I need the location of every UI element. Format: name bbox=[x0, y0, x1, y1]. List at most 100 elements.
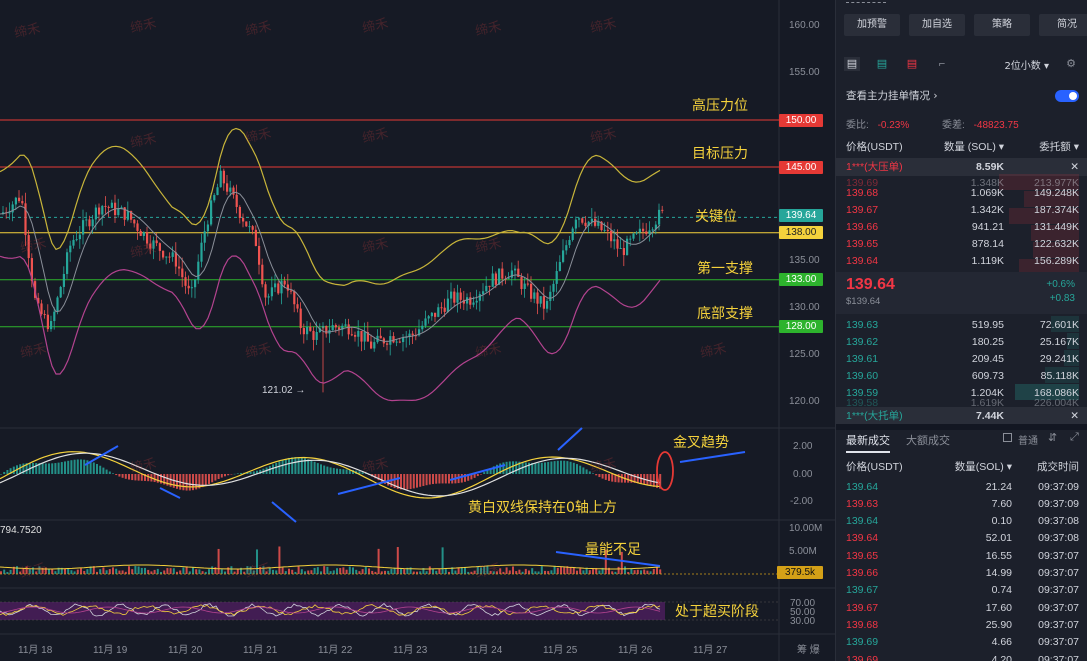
macd-bar bbox=[35, 462, 38, 474]
candle-body bbox=[552, 283, 555, 292]
macd-bar bbox=[553, 461, 556, 474]
candle-body bbox=[62, 273, 65, 287]
trades-header-qty[interactable]: 数量(SOL) ▾ bbox=[954, 461, 1012, 473]
bid-price: 139.60 bbox=[846, 369, 879, 382]
candle-body bbox=[72, 239, 75, 246]
orderbook-trades-icon[interactable]: ⌐ bbox=[938, 58, 946, 70]
main-orders-toggle[interactable] bbox=[1055, 90, 1079, 102]
volume-bar bbox=[403, 569, 406, 574]
ask-row[interactable]: 139.65 878.14 122.632K bbox=[846, 235, 1079, 252]
candle-body bbox=[235, 194, 238, 207]
volume-bar bbox=[656, 567, 658, 574]
add-alert-button[interactable]: 加预警 bbox=[844, 14, 900, 36]
bid-qty: 180.25 bbox=[971, 335, 1004, 348]
macd-bar bbox=[44, 463, 47, 474]
volume-bar bbox=[361, 569, 364, 574]
add-watchlist-button[interactable]: 加自选 bbox=[909, 14, 965, 36]
rsi-axis-tick: 50.00 bbox=[790, 607, 816, 618]
candle-body bbox=[110, 202, 113, 208]
macd-bar bbox=[76, 459, 79, 474]
macd-bar bbox=[400, 474, 402, 490]
macd-bar bbox=[380, 474, 383, 483]
settings-gear-icon[interactable]: ⚙ bbox=[1066, 58, 1076, 70]
volume-bar bbox=[80, 568, 82, 574]
candle-body bbox=[517, 268, 520, 277]
volume-bar bbox=[201, 571, 204, 574]
orderbook-both-icon[interactable]: ▤ bbox=[844, 57, 860, 71]
volume-bar bbox=[614, 571, 617, 574]
overview-button[interactable]: 简况 bbox=[1039, 14, 1087, 36]
orderbook-asks-icon[interactable]: ▤ bbox=[906, 58, 918, 70]
close-icon[interactable]: ✕ bbox=[1070, 409, 1079, 422]
close-icon[interactable]: ✕ bbox=[1070, 160, 1079, 173]
bid-row[interactable]: 139.60 609.73 85.118K bbox=[846, 367, 1079, 384]
bid-row[interactable]: 139.59 1.204K 168.086K bbox=[846, 384, 1079, 401]
normal-checkbox[interactable] bbox=[1003, 433, 1012, 442]
filter-icon[interactable]: ⇵ bbox=[1048, 432, 1058, 444]
volume-bar bbox=[115, 568, 118, 574]
macd-bar bbox=[444, 474, 447, 484]
candle-body bbox=[482, 291, 485, 295]
tab-latest-trades[interactable]: 最新成交 bbox=[846, 432, 890, 453]
trade-time: 09:37:09 bbox=[1038, 497, 1079, 510]
tab-large-trades[interactable]: 大额成交 bbox=[906, 434, 950, 447]
bid-row[interactable]: 139.58 1.619K 226.004K bbox=[846, 398, 1079, 408]
ask-row[interactable]: 139.69 1.348K 213.977K bbox=[846, 174, 1079, 191]
main-orders-link[interactable]: 查看主力挂单情况 › bbox=[846, 90, 938, 102]
candle-body bbox=[629, 238, 632, 240]
header-qty[interactable]: 数量 (SOL) ▾ bbox=[943, 141, 1004, 153]
candle-body bbox=[309, 326, 312, 331]
annotation-target-resistance: 目标压力 bbox=[692, 146, 748, 162]
volume-bar bbox=[540, 566, 543, 574]
big-bid-row[interactable] bbox=[836, 407, 1087, 424]
bid-row[interactable]: 139.62 180.25 25.167K bbox=[846, 333, 1079, 350]
macd-bar bbox=[652, 474, 655, 487]
candle-body bbox=[434, 312, 437, 317]
ask-row[interactable]: 139.64 1.119K 156.289K bbox=[846, 252, 1079, 269]
candle-body bbox=[354, 335, 357, 337]
bollinger-lower bbox=[0, 255, 661, 402]
bid-row[interactable]: 139.63 519.95 72.601K bbox=[846, 316, 1079, 333]
ask-row[interactable]: 139.66 941.21 131.449K bbox=[846, 218, 1079, 235]
trend-arrow bbox=[84, 445, 119, 466]
volume-bar bbox=[268, 567, 271, 574]
chart-canvas[interactable] bbox=[0, 0, 835, 661]
macd-bar bbox=[636, 474, 639, 484]
macd-bar bbox=[25, 463, 28, 474]
candle-body bbox=[85, 219, 88, 221]
ask-row[interactable]: 139.68 1.069K 149.248K bbox=[846, 184, 1079, 201]
macd-bar bbox=[627, 474, 630, 483]
bid-row[interactable]: 139.61 209.45 29.241K bbox=[846, 350, 1079, 367]
ask-row[interactable]: 139.67 1.342K 187.374K bbox=[846, 201, 1079, 218]
macd-bar bbox=[572, 462, 575, 474]
volume-bar bbox=[355, 569, 358, 574]
macd-bar bbox=[291, 457, 294, 474]
annotation-key-level: 关键位 bbox=[695, 209, 737, 225]
header-amount[interactable]: 委托额 ▾ bbox=[1039, 141, 1079, 153]
macd-bar bbox=[595, 474, 598, 476]
macd-bar bbox=[105, 469, 108, 474]
volume-bar bbox=[425, 571, 428, 574]
macd-bar bbox=[32, 462, 34, 474]
volume-bar bbox=[480, 567, 482, 574]
trade-price: 139.64 bbox=[846, 532, 879, 545]
decimals-select[interactable]: 2位小数 ▾ bbox=[1004, 60, 1049, 72]
macd-bar bbox=[489, 468, 492, 474]
candle-body bbox=[226, 183, 229, 192]
macd-bar bbox=[67, 460, 70, 474]
orderbook-bids-icon[interactable]: ▤ bbox=[876, 58, 888, 70]
macd-bar bbox=[473, 474, 476, 478]
candle-body bbox=[136, 223, 139, 231]
big-ask-row[interactable] bbox=[836, 158, 1087, 176]
macd-bar bbox=[406, 474, 409, 490]
expand-icon[interactable]: ⤢ bbox=[1070, 431, 1079, 443]
volume-bar bbox=[0, 571, 2, 574]
macd-bar bbox=[396, 474, 399, 489]
price-chart[interactable]: 160.00 155.00 135.00 130.00 125.00 120.0… bbox=[0, 0, 835, 661]
volume-bar bbox=[275, 570, 278, 574]
strategy-button[interactable]: 策略 bbox=[974, 14, 1030, 36]
volume-bar bbox=[160, 571, 162, 574]
macd-bar bbox=[329, 467, 332, 474]
macd-bar bbox=[428, 474, 431, 485]
macd-bar bbox=[99, 465, 102, 474]
